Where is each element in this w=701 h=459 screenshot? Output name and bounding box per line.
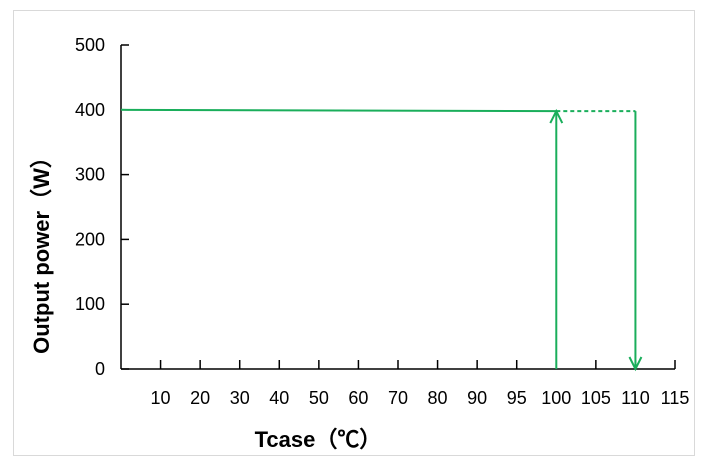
x-tick-label: 40: [269, 388, 289, 408]
x-axis-title: Tcase（℃）: [255, 427, 382, 452]
y-tick-label: 500: [75, 35, 105, 55]
up-arrow-head: [549, 108, 564, 124]
y-axis-ticks: 0 100 200 300 400 500: [75, 35, 129, 379]
y-tick-label: 300: [75, 165, 105, 185]
x-tick-label: 30: [230, 388, 250, 408]
x-tick-label: 80: [428, 388, 448, 408]
y-axis-title: Output power（W）: [29, 146, 54, 354]
y-tick-label: 200: [75, 229, 105, 249]
x-axis-ticks: 10 20 30 40 50 60 70 80 90 95 100 105 110 115: [151, 360, 690, 408]
down-arrow-head: [628, 356, 643, 372]
x-tick-label: 60: [348, 388, 368, 408]
x-tick-label: 10: [151, 388, 171, 408]
x-tick-label: 70: [388, 388, 408, 408]
y-tick-label: 0: [95, 359, 105, 379]
series-layer: [120, 108, 643, 372]
y-tick-label: 400: [75, 100, 105, 120]
power-line: [120, 108, 557, 113]
x-tick-label: 100: [541, 388, 571, 408]
x-tick-label: 115: [661, 388, 690, 408]
x-tick-label: 95: [507, 388, 527, 408]
x-tick-label: 105: [581, 388, 611, 408]
chart-frame: [13, 10, 695, 456]
x-tick-label: 110: [621, 388, 650, 408]
x-tick-label: 90: [467, 388, 487, 408]
x-tick-label: 20: [190, 388, 210, 408]
y-tick-label: 100: [75, 294, 105, 314]
x-tick-label: 50: [309, 388, 329, 408]
